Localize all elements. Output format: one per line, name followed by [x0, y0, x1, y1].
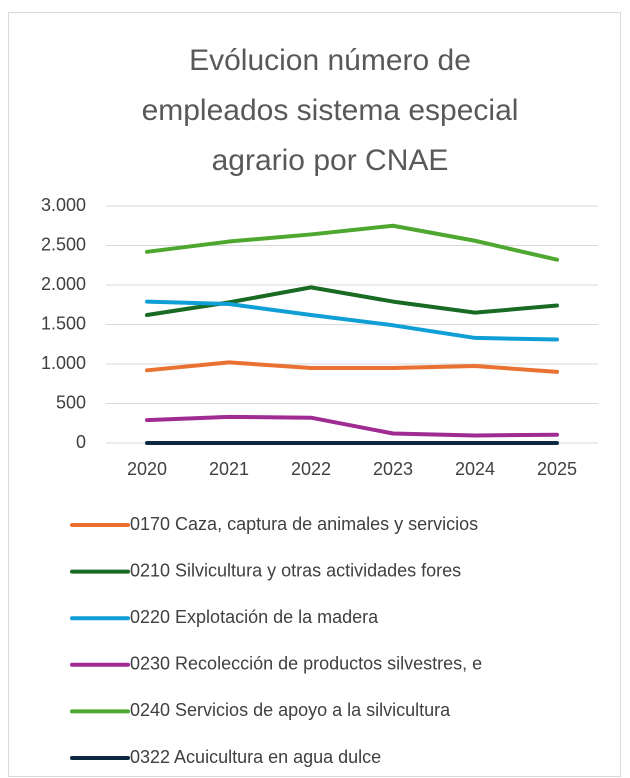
y-tick-label: 3.000 [41, 195, 86, 215]
legend-label: 0322 Acuicultura en agua dulce [130, 747, 381, 767]
legend-label: 0170 Caza, captura de animales y servici… [130, 514, 478, 534]
chart-title: agrario por CNAE [212, 144, 449, 177]
legend-label: 0240 Servicios de apoyo a la silvicultur… [130, 700, 451, 720]
chart-title: empleados sistema especial [142, 94, 519, 127]
y-tick-label: 1.000 [41, 353, 86, 373]
series-line [145, 223, 559, 262]
series-line [145, 360, 559, 374]
y-tick-label: 2.500 [41, 234, 86, 254]
x-tick-label: 2020 [127, 459, 167, 479]
legend-label: 0210 Silvicultura y otras actividades fo… [130, 560, 461, 580]
x-tick-label: 2023 [373, 459, 413, 479]
legend-label: 0230 Recolección de productos silvestres… [130, 654, 482, 674]
y-tick-label: 1.500 [41, 313, 86, 333]
x-tick-label: 2024 [455, 459, 495, 479]
x-tick-label: 2021 [209, 459, 249, 479]
y-tick-label: 0 [76, 432, 86, 452]
series-line [145, 414, 559, 438]
chart-border [8, 12, 621, 777]
x-tick-label: 2025 [537, 459, 577, 479]
y-tick-label: 2.000 [41, 274, 86, 294]
legend-label: 0220 Explotación de la madera [130, 607, 379, 627]
chart-title: Evólucion número de [189, 44, 471, 77]
y-tick-label: 500 [56, 392, 86, 412]
x-tick-label: 2022 [291, 459, 331, 479]
series-line [145, 299, 559, 342]
